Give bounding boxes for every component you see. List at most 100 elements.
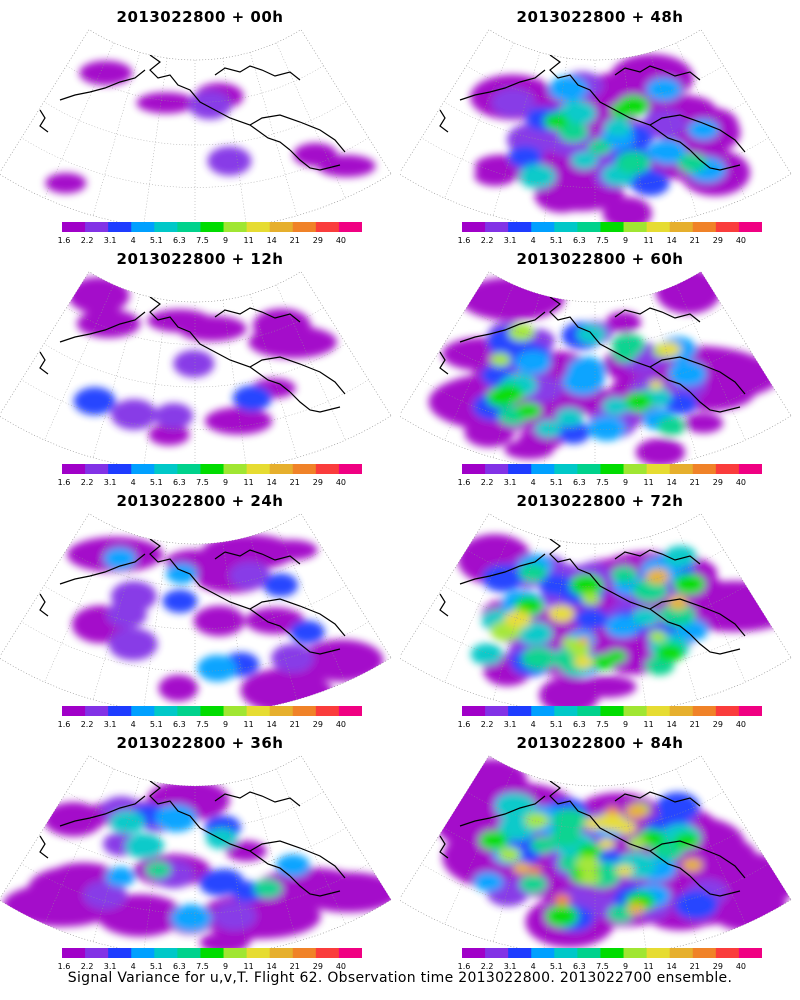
colorbar-tick-label: 7.5 bbox=[196, 478, 209, 487]
colorbar-tick-label: 7.5 bbox=[596, 236, 609, 245]
colorbar-tick-label: 6.3 bbox=[573, 236, 586, 245]
variance-field bbox=[68, 276, 337, 446]
colorbar-tick-label: 5.1 bbox=[549, 478, 563, 487]
colorbar-labels: 1.6 2.2 3.1 4 5.1 6.3 7.5 9 11 14 21 29 40 bbox=[54, 236, 374, 248]
panel-title: 2013022800 + 60h bbox=[516, 250, 684, 268]
panel-title: 2013022800 + 24h bbox=[116, 492, 284, 510]
colorbar-tick-label: 11 bbox=[643, 720, 654, 729]
colorbar-swatch bbox=[200, 464, 225, 474]
colorbar-swatch bbox=[715, 222, 740, 232]
colorbar-swatch bbox=[646, 222, 671, 232]
colorbar-swatch bbox=[577, 706, 601, 716]
colorbar-swatch bbox=[315, 706, 340, 716]
colorbar-swatch bbox=[531, 222, 555, 232]
colorbar-swatch bbox=[246, 464, 271, 474]
colorbar-tick-label: 5.1 bbox=[549, 962, 563, 971]
colorbar-tick-label: 40 bbox=[735, 720, 747, 729]
colorbar-swatch bbox=[223, 222, 248, 232]
colorbar-tick-label: 5.1 bbox=[549, 236, 563, 245]
colorbar-tick-label: 7.5 bbox=[596, 478, 609, 487]
colorbar-tick-label: 9 bbox=[222, 478, 229, 487]
variance-map bbox=[400, 513, 792, 715]
panel-title: 2013022800 + 48h bbox=[516, 8, 684, 26]
graticule bbox=[21, 526, 369, 714]
colorbar-swatch bbox=[154, 706, 178, 716]
colorbar-tick-label: 11 bbox=[643, 962, 654, 971]
colorbar-tick-label: 2.2 bbox=[80, 962, 94, 971]
colorbar-swatch bbox=[600, 222, 625, 232]
colorbar-tick-label: 1.6 bbox=[457, 720, 471, 729]
variance-field bbox=[2, 779, 392, 954]
colorbar-swatch bbox=[177, 706, 201, 716]
coastline bbox=[39, 538, 346, 655]
variance-field bbox=[67, 534, 384, 713]
colorbar-swatch bbox=[85, 464, 109, 474]
colorbar-labels: 1.6 2.2 3.1 4 5.1 6.3 7.5 9 11 14 21 29 40 bbox=[54, 962, 374, 974]
colorbar-tick-label: 21 bbox=[689, 478, 700, 487]
colorbar-tick-label: 6.3 bbox=[573, 962, 586, 971]
colorbar-tick-label: 29 bbox=[712, 720, 723, 729]
colorbar-tick-label: 2.2 bbox=[80, 478, 94, 487]
colorbar-tick-label: 7.5 bbox=[596, 720, 609, 729]
colorbar-swatch bbox=[85, 706, 109, 716]
colorbar-tick-label: 1.6 bbox=[57, 478, 71, 487]
colorbar-tick-label: 14 bbox=[266, 236, 277, 245]
colorbar-swatch bbox=[600, 464, 625, 474]
colorbar-swatch bbox=[485, 222, 509, 232]
colorbar-tick-label: 4 bbox=[530, 962, 536, 971]
colorbar-tick-label: 1.6 bbox=[457, 478, 471, 487]
colorbar-tick-label: 6.3 bbox=[573, 478, 586, 487]
colorbar-tick-label: 1.6 bbox=[457, 236, 471, 245]
forecast-panel: 2013022800 + 84h 1.6 2.2 3.1 4 5.1 6.3 7.5 9 11 14… bbox=[400, 726, 800, 971]
colorbar-tick-label: 4 bbox=[530, 720, 536, 729]
colorbar-tick-label: 4 bbox=[130, 962, 136, 971]
forecast-panel: 2013022800 + 60h 1.6 2.2 3.1 4 5.1 6.3 7.5 9 11 14… bbox=[400, 242, 800, 487]
colorbar-tick-label: 21 bbox=[289, 720, 300, 729]
colorbar-swatch bbox=[177, 948, 201, 958]
variance-map bbox=[0, 755, 392, 957]
colorbar-labels: 1.6 2.2 3.1 4 5.1 6.3 7.5 9 11 14 21 29 40 bbox=[54, 720, 374, 732]
colorbar-tick-label: 4 bbox=[530, 478, 536, 487]
colorbar-tick-label: 5.1 bbox=[149, 478, 163, 487]
colorbar-tick-label: 3.1 bbox=[503, 478, 517, 487]
colorbar-tick-label: 3.1 bbox=[503, 962, 517, 971]
colorbar-swatch bbox=[177, 222, 201, 232]
colorbar-swatch bbox=[554, 948, 578, 958]
colorbar-swatch bbox=[623, 706, 648, 716]
colorbar-tick-label: 29 bbox=[312, 962, 323, 971]
colorbar-tick-label: 11 bbox=[243, 236, 254, 245]
colorbar-swatch bbox=[62, 464, 86, 474]
colorbar bbox=[462, 706, 762, 716]
colorbar-swatch bbox=[200, 222, 225, 232]
colorbar-swatch bbox=[462, 706, 486, 716]
coastline bbox=[439, 54, 746, 171]
colorbar-tick-label: 40 bbox=[335, 962, 347, 971]
colorbar-swatch bbox=[623, 948, 648, 958]
colorbar-tick-label: 5.1 bbox=[149, 236, 163, 245]
colorbar-tick-label: 6.3 bbox=[173, 478, 186, 487]
colorbar-swatch bbox=[62, 706, 86, 716]
variance-map bbox=[0, 513, 392, 715]
colorbar-swatch bbox=[715, 706, 740, 716]
colorbar-tick-label: 29 bbox=[312, 478, 323, 487]
colorbar-swatch bbox=[554, 706, 578, 716]
colorbar-tick-label: 29 bbox=[312, 720, 323, 729]
variance-field bbox=[470, 54, 751, 230]
colorbar-swatch bbox=[669, 222, 694, 232]
colorbar-swatch bbox=[508, 706, 532, 716]
colorbar-swatch bbox=[108, 222, 132, 232]
colorbar bbox=[462, 222, 762, 232]
colorbar-swatch bbox=[508, 222, 532, 232]
colorbar-tick-label: 2.2 bbox=[480, 236, 494, 245]
figure-caption: Signal Variance for u,v,T. Flight 62. Ob… bbox=[67, 970, 733, 986]
colorbar-swatch bbox=[223, 948, 248, 958]
colorbar-tick-label: 40 bbox=[735, 478, 747, 487]
colorbar-tick-label: 6.3 bbox=[173, 720, 186, 729]
colorbar-tick-label: 4 bbox=[530, 236, 536, 245]
colorbar-swatch bbox=[154, 464, 178, 474]
colorbar-tick-label: 2.2 bbox=[480, 478, 494, 487]
colorbar-tick-label: 1.6 bbox=[57, 962, 71, 971]
colorbar-swatch bbox=[269, 706, 294, 716]
colorbar-tick-label: 7.5 bbox=[196, 236, 209, 245]
colorbar-tick-label: 9 bbox=[622, 236, 629, 245]
